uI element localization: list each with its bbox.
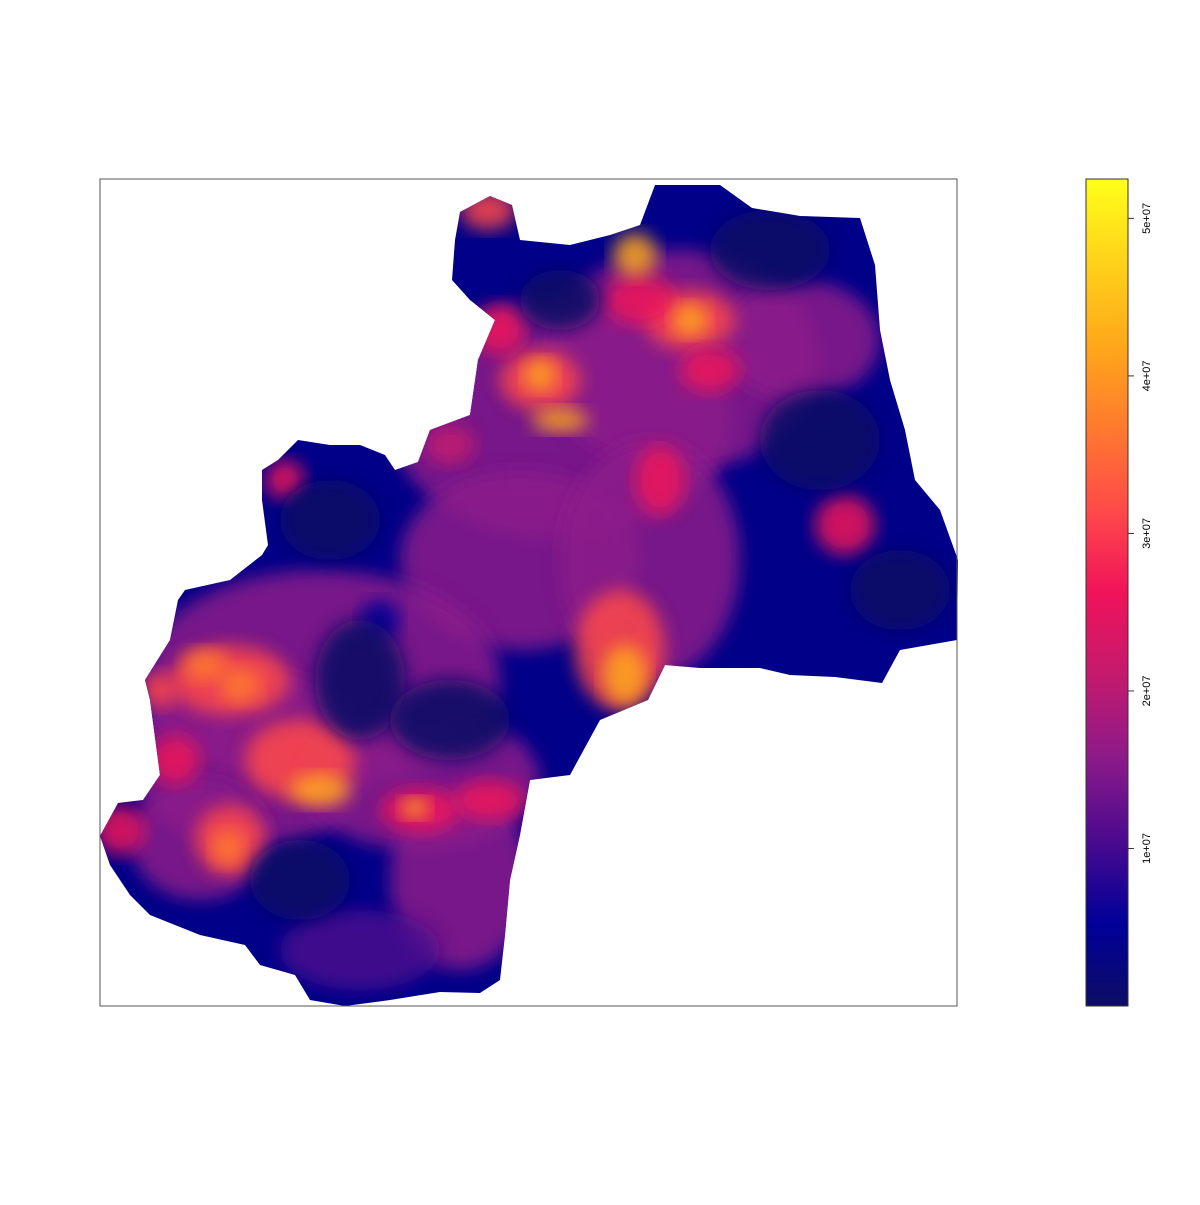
density-hotspot	[720, 280, 880, 400]
density-hotspot	[390, 790, 530, 970]
density-hotspot	[425, 425, 475, 465]
density-hotspot	[760, 390, 880, 490]
density-hotspot	[815, 495, 875, 555]
color-legend: 1e+07 2e+07 3e+07 4e+07 5e+07	[1085, 178, 1153, 1007]
legend-tick-label: 4e+07	[1141, 360, 1153, 391]
density-hotspot	[250, 840, 350, 920]
density-map	[100, 185, 958, 1006]
density-hotspot	[315, 620, 405, 740]
legend-tick-label: 5e+07	[1141, 203, 1153, 234]
density-hotspot	[672, 304, 708, 336]
density-hotspot	[520, 270, 600, 330]
density-hotspot	[290, 774, 350, 806]
legend-tick-label: 2e+07	[1141, 675, 1153, 706]
density-hotspot	[532, 408, 588, 432]
legend-colorbar	[1085, 178, 1129, 1007]
density-hotspot	[150, 735, 200, 785]
density-hotspot	[605, 275, 675, 325]
density-hotspot	[265, 460, 305, 500]
density-hotspot	[280, 480, 380, 560]
density-hotspot	[212, 830, 244, 866]
density-hotspot	[460, 190, 516, 230]
plot-frame	[99, 178, 958, 1007]
density-hotspot	[680, 348, 740, 392]
density-hotspot	[455, 780, 525, 820]
density-hotspot	[635, 445, 685, 515]
density-hotspot	[603, 645, 647, 705]
density-hotspot	[401, 798, 429, 818]
density-hotspot	[142, 672, 178, 708]
density-hotspot	[280, 910, 440, 990]
density-hotspot	[613, 233, 657, 277]
density-hotspot	[100, 805, 145, 855]
density-hotspot	[524, 359, 556, 391]
density-hotspot	[710, 210, 830, 290]
legend-tick-label: 1e+07	[1141, 833, 1153, 864]
hotspot-layer	[100, 190, 950, 990]
density-hotspot	[220, 667, 260, 703]
density-hotspot	[850, 550, 950, 630]
density-hotspot	[390, 680, 510, 760]
legend-tick-label: 3e+07	[1141, 518, 1153, 549]
density-hotspot	[475, 305, 525, 355]
density-hotspot	[183, 649, 227, 681]
legend-ticks: 1e+07 2e+07 3e+07 4e+07 5e+07	[1128, 203, 1153, 864]
